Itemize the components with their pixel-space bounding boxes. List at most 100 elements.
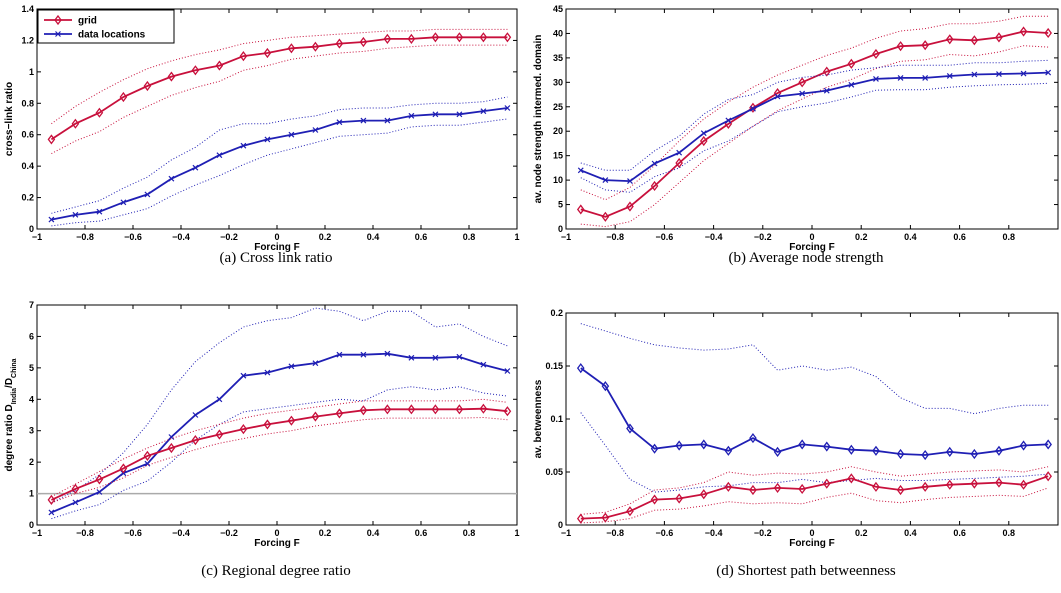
x-tick-label: −0.6 (124, 232, 142, 242)
data-point (360, 117, 367, 124)
x-tick-label: −1 (561, 528, 571, 538)
data-point (576, 513, 585, 524)
data-point (651, 160, 658, 167)
x-tick-label: 0.8 (463, 528, 476, 538)
data-point (263, 419, 272, 430)
y-tick-label: 30 (553, 77, 563, 87)
x-tick-label: 0.6 (415, 232, 428, 242)
data-point (921, 40, 929, 51)
data-point (432, 111, 439, 118)
legend-marker (55, 31, 61, 37)
x-axis-label: Forcing F (254, 538, 300, 549)
data-point (601, 512, 610, 523)
panel-caption: (a) Cross link ratio (220, 250, 333, 266)
data-point (215, 429, 224, 440)
x-tick-label: 0.6 (953, 232, 966, 242)
data-point (335, 408, 344, 419)
data-point (675, 493, 683, 504)
y-tick-label: 0.8 (21, 98, 34, 108)
plot-frame (36, 304, 518, 526)
x-tick-label: −0.8 (76, 232, 94, 242)
data-point (264, 369, 271, 376)
data-point (504, 368, 511, 374)
data-point (168, 175, 175, 182)
data-point (455, 404, 464, 415)
data-point (676, 149, 683, 156)
x-tick-label: −0.6 (656, 528, 674, 538)
series-upper-bound (51, 28, 508, 125)
y-tick-label: 0 (558, 224, 563, 234)
data-point (946, 73, 953, 79)
data-point (724, 481, 733, 492)
x-tick-label: 0.4 (904, 232, 917, 242)
x-tick-label: −0.4 (172, 232, 190, 242)
data-point (360, 351, 367, 358)
data-point (191, 435, 200, 446)
y-tick-label: 4 (29, 394, 34, 404)
y-tick-label: 15 (553, 151, 563, 161)
data-point (504, 105, 511, 111)
data-point (167, 442, 176, 454)
data-point (699, 489, 708, 500)
data-point (945, 479, 954, 490)
data-point (431, 404, 440, 415)
data-point (577, 167, 584, 174)
data-point (72, 499, 79, 506)
y-tick-label: 20 (553, 126, 563, 136)
x-tick-label: 0.6 (415, 528, 428, 538)
x-tick-label: −0.8 (606, 232, 624, 242)
data-point (167, 71, 176, 82)
data-point (773, 446, 782, 457)
data-point (749, 432, 757, 444)
data-point (576, 204, 585, 215)
x-tick-label: 0.4 (367, 528, 380, 538)
data-point (384, 117, 391, 124)
y-tick-label: 0.2 (21, 193, 34, 203)
data-point (216, 152, 223, 159)
data-point (872, 481, 880, 492)
data-point (408, 354, 415, 361)
y-tick-label: 0 (29, 224, 34, 234)
data-point (872, 445, 880, 456)
data-point (650, 180, 659, 192)
series-upper-bound (580, 466, 1049, 515)
data-point (650, 443, 659, 454)
data-point (699, 439, 708, 450)
data-point (822, 66, 831, 77)
data-point (896, 41, 905, 52)
x-tick-label: −0.2 (754, 232, 772, 242)
data-point (724, 445, 733, 456)
data-point (602, 177, 609, 184)
data-point (48, 216, 55, 223)
data-point (626, 423, 634, 434)
data-point (359, 405, 368, 416)
data-point (503, 406, 512, 417)
data-point (699, 135, 708, 147)
data-point (675, 440, 683, 451)
y-tick-label: 35 (553, 53, 563, 63)
x-tick-label: −0.4 (705, 528, 723, 538)
x-axis-label: Forcing F (254, 242, 300, 253)
y-tick-label: 1 (29, 67, 34, 77)
data-point (480, 108, 487, 115)
data-point (144, 191, 151, 198)
y-tick-label: 0.15 (545, 361, 563, 371)
data-point (480, 361, 487, 368)
legend-marker (54, 14, 62, 26)
data-point (119, 91, 128, 103)
data-point (995, 477, 1003, 488)
data-point (847, 58, 856, 69)
x-tick-label: 0.6 (953, 528, 966, 538)
data-point (798, 77, 806, 88)
y-tick-label: 6 (29, 331, 34, 341)
data-point (1019, 440, 1028, 451)
data-point (996, 71, 1002, 77)
x-axis-label: Forcing F (789, 242, 835, 253)
data-point (408, 112, 415, 119)
data-point (287, 43, 296, 54)
data-point (407, 33, 416, 44)
panel-caption: (d) Shortest path betweenness (716, 563, 896, 579)
y-tick-label: 0.1 (550, 414, 563, 424)
data-point (71, 483, 80, 494)
